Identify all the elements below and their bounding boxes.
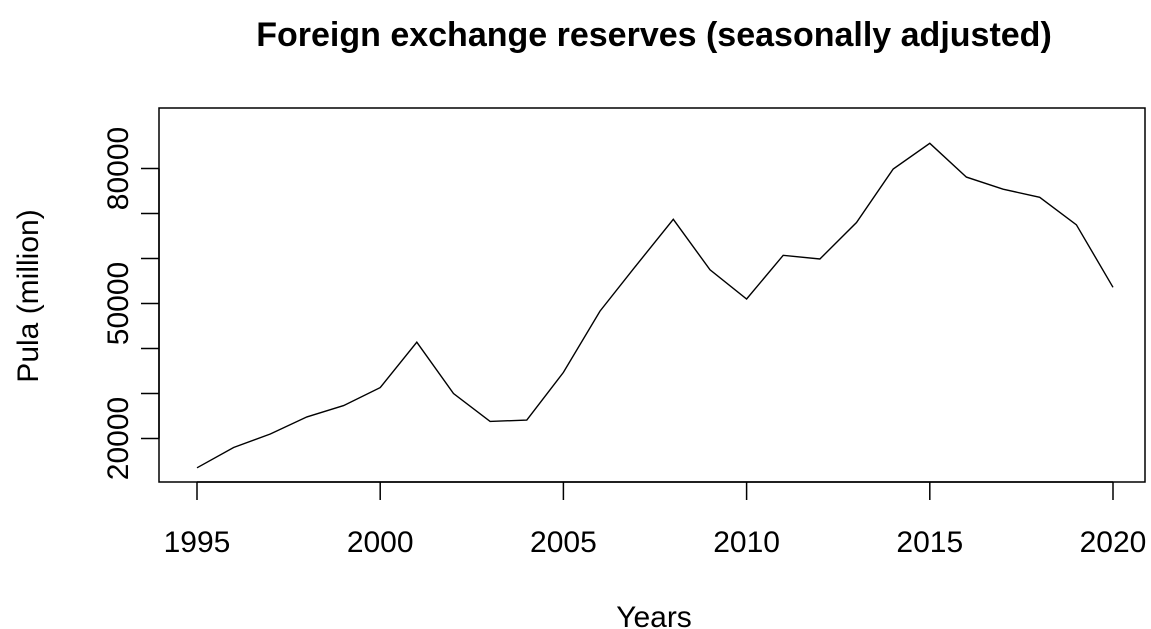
series-line — [196, 142, 1114, 469]
plot-frame — [158, 107, 1146, 483]
x-tick-label: 2005 — [530, 526, 597, 559]
x-axis: 1995 2000 2005 2010 2015 2020 — [164, 481, 1147, 559]
y-tick-label: 80000 — [102, 127, 135, 210]
x-tick-label: 2015 — [896, 526, 963, 559]
x-tick-label: 1995 — [164, 526, 231, 559]
x-axis-label: Years — [616, 601, 692, 629]
y-axis: 20000 50000 80000 — [102, 127, 160, 480]
chart-title: Foreign exchange reserves (seasonally ad… — [256, 16, 1052, 54]
y-tick-label: 20000 — [102, 397, 135, 480]
x-tick-label: 2000 — [347, 526, 414, 559]
y-tick-label: 50000 — [102, 262, 135, 345]
series-group — [196, 142, 1114, 469]
x-tick-label: 2010 — [713, 526, 780, 559]
x-tick-label: 2020 — [1080, 526, 1147, 559]
y-axis-label: Pula (million) — [12, 209, 45, 382]
